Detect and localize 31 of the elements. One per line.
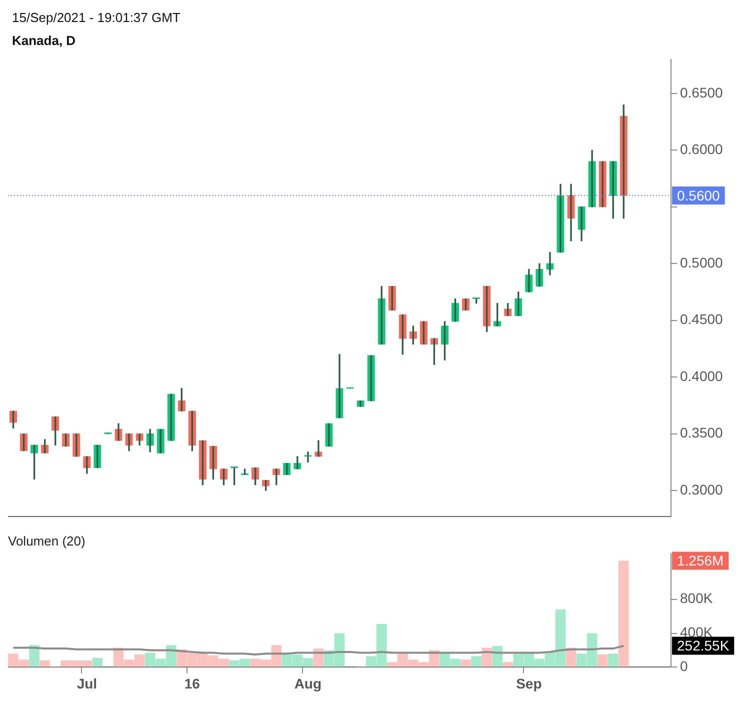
- x-tick-label: Sep: [516, 675, 542, 692]
- y-tick-label: 0.5000: [680, 254, 724, 270]
- chart-title: Kanada, D: [12, 33, 77, 48]
- bar: [608, 654, 618, 667]
- bar: [502, 662, 514, 667]
- x-tick-label: Jul: [76, 675, 98, 692]
- ref-line-label: 0.5600: [677, 187, 720, 204]
- y-tick-label: 0.6000: [680, 141, 724, 158]
- x-tick-label: Aug: [294, 675, 322, 692]
- x-tick-label: 16: [184, 675, 200, 692]
- text: 1.256M: [677, 552, 724, 569]
- y-tick-label: 0.4000: [680, 368, 724, 384]
- text: 252.55K: [677, 638, 730, 654]
- y-tick-label: 0.3000: [680, 481, 724, 498]
- bar: [597, 654, 608, 667]
- y-tick-label: 800K: [680, 590, 714, 606]
- bar: [40, 660, 50, 667]
- text: 15/Sep/2021 - 19:01:37 GMT: [12, 10, 182, 25]
- bar: [471, 656, 482, 667]
- y-tick-label: 400K: [680, 624, 714, 640]
- y-tick-label: 0.6500: [680, 84, 724, 100]
- bar: [92, 658, 103, 667]
- bar: [29, 645, 40, 667]
- candlestick: [304, 452, 312, 462]
- chart-title: Volumen (20): [8, 533, 86, 548]
- y-tick-label: 0.4500: [680, 311, 724, 328]
- y-tick-label: 0: [680, 658, 688, 674]
- bar: [618, 560, 629, 667]
- bar: [492, 646, 503, 667]
- bar: [460, 660, 471, 667]
- y-tick-label: 0.3500: [680, 424, 724, 441]
